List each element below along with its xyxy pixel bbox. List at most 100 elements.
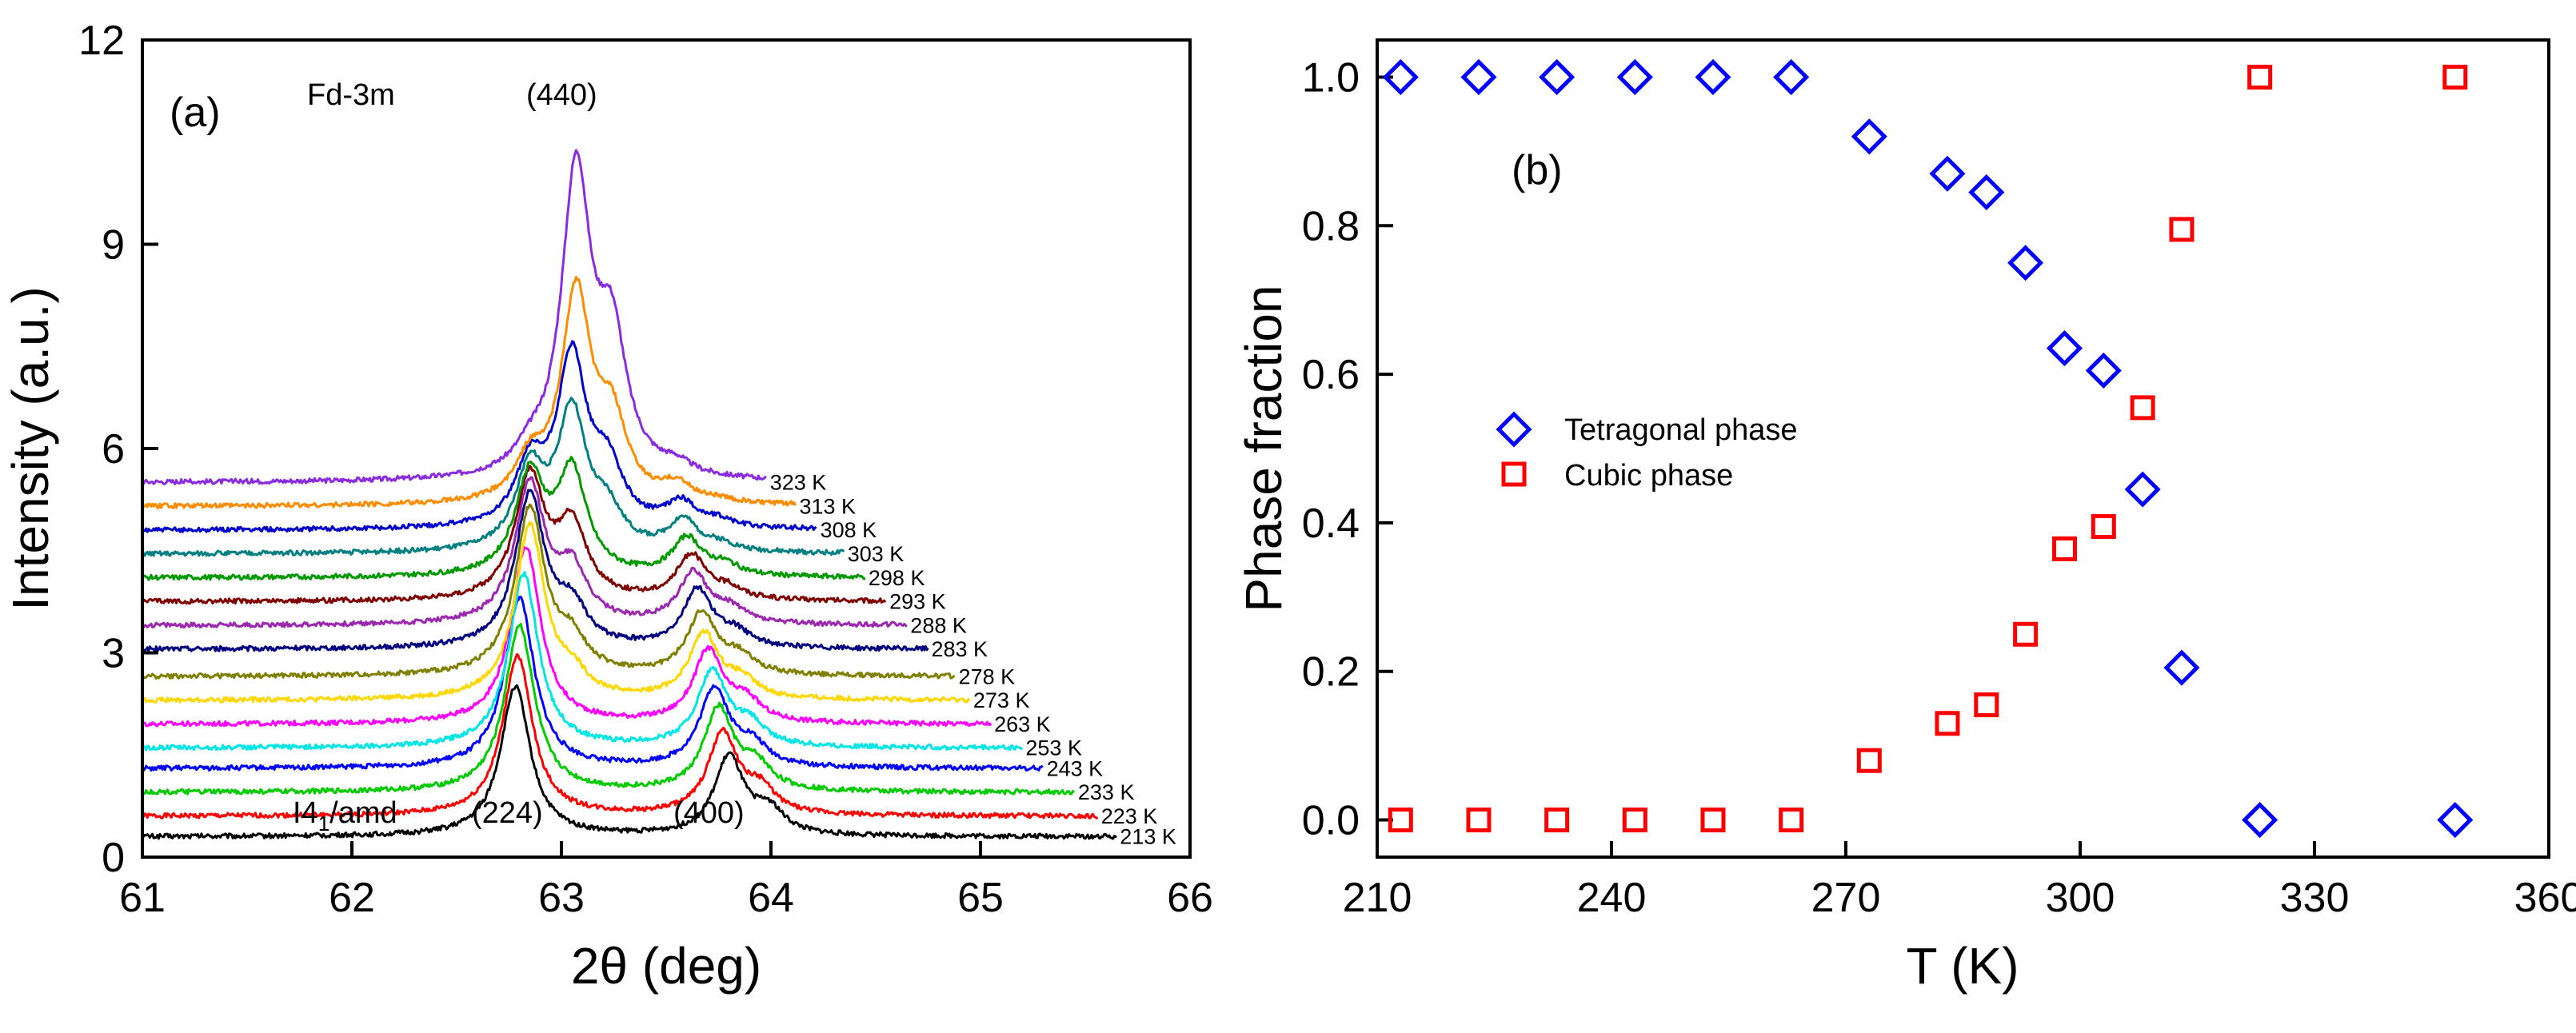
cubic-point — [2130, 395, 2155, 421]
xrd-trace — [142, 503, 956, 680]
tetragonal-point — [1773, 58, 1810, 95]
panel-b-y-tick-label: 0.2 — [1302, 649, 1360, 696]
panel-b-x-tick-label: 330 — [2280, 875, 2350, 921]
temperature-label: 243 K — [1047, 756, 1104, 780]
legend: Tetragonal phase Cubic phase — [1496, 411, 1798, 493]
xrd-trace — [142, 652, 1098, 820]
tetragonal-space-group-label: I41/amd — [293, 796, 397, 836]
panel-b-x-tick-label: 210 — [1343, 875, 1412, 921]
panel-a-x-tick-label: 63 — [538, 875, 585, 921]
panel-a-y-tick-label: 6 — [102, 426, 125, 473]
panel-b-y-ticks: 0.0 0.2 0.4 0.6 0.8 1.0 — [1302, 54, 1393, 844]
temperature-label: 283 K — [932, 637, 988, 661]
tetragonal-point — [1968, 173, 2005, 210]
cubic-point — [1700, 808, 1726, 833]
panel-a-x-ticks: 61 62 63 64 65 66 — [119, 841, 1213, 921]
legend-cubic-marker — [1501, 461, 1527, 487]
temperature-label: 233 K — [1078, 780, 1135, 804]
panel-a-label: (a) — [170, 90, 221, 136]
panel-b-label: (b) — [1512, 147, 1563, 193]
panel-a-x-tick-label: 66 — [1167, 875, 1213, 921]
cubic-peak-label: (440) — [526, 78, 597, 112]
tetragonal-point — [1382, 58, 1419, 95]
panel-b-y-tick-label: 1.0 — [1302, 54, 1360, 101]
tetragonal-peak-400-label: (400) — [673, 796, 745, 830]
panel-b-phase-fraction-chart: 210 240 270 300 330 360 0.0 0.2 0.4 0.6 0.8 1.0 (b… — [1235, 38, 2576, 995]
xrd-trace — [141, 571, 1024, 752]
panel-a-y-tick-label: 0 — [102, 835, 125, 881]
temperature-label: 213 K — [1120, 824, 1176, 848]
tetragonal-point — [1851, 118, 1887, 155]
panel-a-y-tick-label: 9 — [102, 222, 125, 269]
panel-a-x-tick-label: 62 — [329, 875, 375, 921]
temperature-label: 323 K — [770, 471, 827, 495]
tetragonal-point — [2163, 649, 2200, 686]
legend-tetragonal-marker — [1496, 411, 1532, 448]
legend-tetragonal-label: Tetragonal phase — [1564, 413, 1798, 447]
panel-a-y-tick-label: 12 — [78, 18, 125, 64]
panel-a-x-tick-label: 65 — [957, 875, 1004, 921]
tetragonal-peak-224-label: (224) — [472, 796, 543, 830]
temperature-label: 293 K — [889, 590, 946, 614]
xrd-trace — [141, 596, 1044, 772]
cubic-point — [2091, 514, 2116, 540]
temperature-label: 298 K — [869, 566, 925, 590]
panel-b-x-axis-title: T (K) — [1906, 937, 2019, 995]
panel-b-y-tick-label: 0.6 — [1302, 352, 1360, 398]
xrd-trace — [142, 340, 817, 533]
xrd-trace — [141, 465, 887, 605]
cubic-point — [1466, 808, 1492, 833]
xrd-trace — [142, 623, 1076, 796]
panel-b-x-ticks: 210 240 270 300 330 360 — [1343, 841, 2576, 921]
legend-cubic-label: Cubic phase — [1564, 459, 1733, 493]
panel-a-x-axis-title: 2θ (deg) — [571, 937, 761, 995]
tetragonal-point — [1460, 58, 1497, 95]
xrd-trace — [142, 275, 797, 509]
tetragonal-point — [1929, 155, 1966, 192]
cubic-point — [2442, 64, 2468, 90]
tetragonal-point — [2437, 802, 2474, 839]
cubic-point — [1388, 808, 1413, 833]
cubic-point — [2169, 217, 2195, 242]
panel-a-x-tick-label: 61 — [119, 875, 166, 921]
panel-b-y-tick-label: 0.8 — [1302, 203, 1360, 249]
tetragonal-point — [1695, 58, 1731, 95]
panel-b-x-tick-label: 270 — [1811, 875, 1881, 921]
xrd-trace — [142, 456, 866, 581]
panel-b-plot-frame — [1376, 38, 2550, 859]
xrd-trace — [141, 476, 908, 629]
xrd-trace — [141, 397, 845, 557]
xrd-trace — [141, 684, 1117, 840]
cubic-point — [1544, 808, 1570, 833]
temperature-label: 223 K — [1101, 804, 1158, 828]
xrd-trace — [141, 520, 971, 704]
tetragonal-point — [2124, 471, 2161, 508]
panel-b-x-tick-label: 360 — [2514, 875, 2576, 921]
temperature-label: 253 K — [1025, 736, 1082, 760]
panel-a-y-tick-label: 3 — [102, 631, 125, 677]
xrd-trace — [142, 546, 992, 728]
temperature-label: 278 K — [959, 664, 1016, 688]
cubic-point — [2013, 621, 2039, 647]
xrd-trace — [141, 149, 767, 485]
cubic-point — [2051, 536, 2077, 561]
space-group-main: I4 — [293, 796, 318, 830]
cubic-point — [1622, 808, 1647, 833]
xrd-traces — [141, 149, 1117, 840]
panel-a-y-axis-title: Intensity (a.u.) — [2, 286, 59, 611]
panel-b-y-tick-label: 0.4 — [1302, 501, 1360, 547]
cubic-point — [1974, 692, 1999, 718]
tetragonal-point — [2242, 802, 2278, 839]
tetragonal-point — [2085, 352, 2122, 389]
space-group-subscript: 1 — [318, 812, 329, 836]
temperature-label: 313 K — [799, 494, 856, 518]
temperature-label: 273 K — [973, 688, 1030, 712]
tetragonal-point — [1616, 58, 1653, 95]
cubic-point — [2247, 64, 2273, 90]
panel-b-x-tick-label: 300 — [2046, 875, 2115, 921]
panel-a-y-ticks: 0 3 6 9 12 — [78, 18, 158, 881]
panel-b-y-tick-label: 0.0 — [1302, 798, 1360, 844]
